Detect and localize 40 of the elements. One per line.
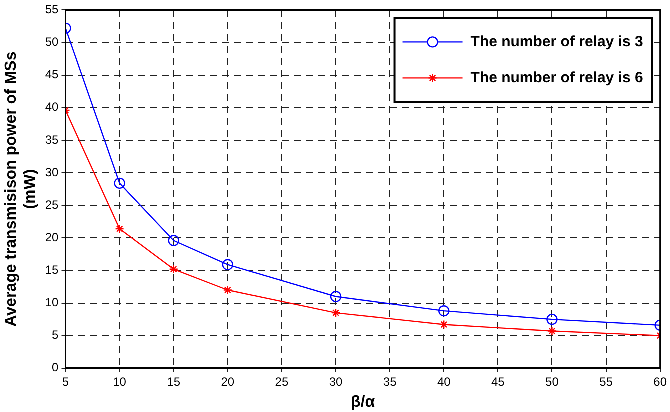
x-tick-label: 55 [600, 374, 614, 389]
point [331, 308, 341, 318]
x-tick-label: 20 [221, 374, 235, 389]
y-tick-label: 45 [45, 68, 60, 82]
y-tick-label: 15 [45, 263, 60, 278]
y-tick-label: 35 [45, 132, 60, 147]
point [115, 224, 124, 234]
x-tick-label: 30 [329, 374, 344, 389]
point [223, 286, 233, 295]
point [330, 291, 342, 302]
y-tick-label: 55 [45, 2, 60, 17]
y-tick-label: 50 [45, 35, 60, 50]
x-tick-label: 15 [167, 374, 181, 389]
legend-label: The number of relay is 3 [470, 33, 644, 50]
point [548, 326, 557, 336]
point [440, 320, 449, 330]
y-tick-label: 5 [52, 328, 60, 342]
point [168, 235, 180, 246]
y-tick-label: 20 [45, 230, 60, 244]
y-tick-label: 10 [45, 296, 60, 310]
point [222, 259, 234, 270]
point [438, 305, 450, 317]
x-tick-label: 60 [654, 374, 668, 389]
y-tick-label: 40 [45, 100, 60, 114]
x-tick-label: 40 [437, 374, 452, 389]
y-tick-label: 30 [45, 165, 60, 180]
point [546, 314, 558, 326]
x-tick-label: 50 [546, 374, 560, 389]
x-tick-label: 45 [491, 374, 506, 389]
x-tick-label: 10 [113, 374, 127, 389]
x-tick-label: 5 [62, 374, 70, 389]
x-tick-label: 25 [275, 374, 289, 389]
y-tick-label: 0 [52, 360, 60, 375]
legend-label: The number of relay is 6 [470, 69, 644, 86]
point [114, 178, 126, 190]
y-tick-label: 25 [45, 198, 60, 212]
x-axis-title: β/α [351, 394, 376, 411]
y-axis-title: Average transmisison power of MSs (mW) [3, 52, 40, 327]
point [169, 264, 178, 274]
x-tick-label: 35 [383, 374, 398, 389]
